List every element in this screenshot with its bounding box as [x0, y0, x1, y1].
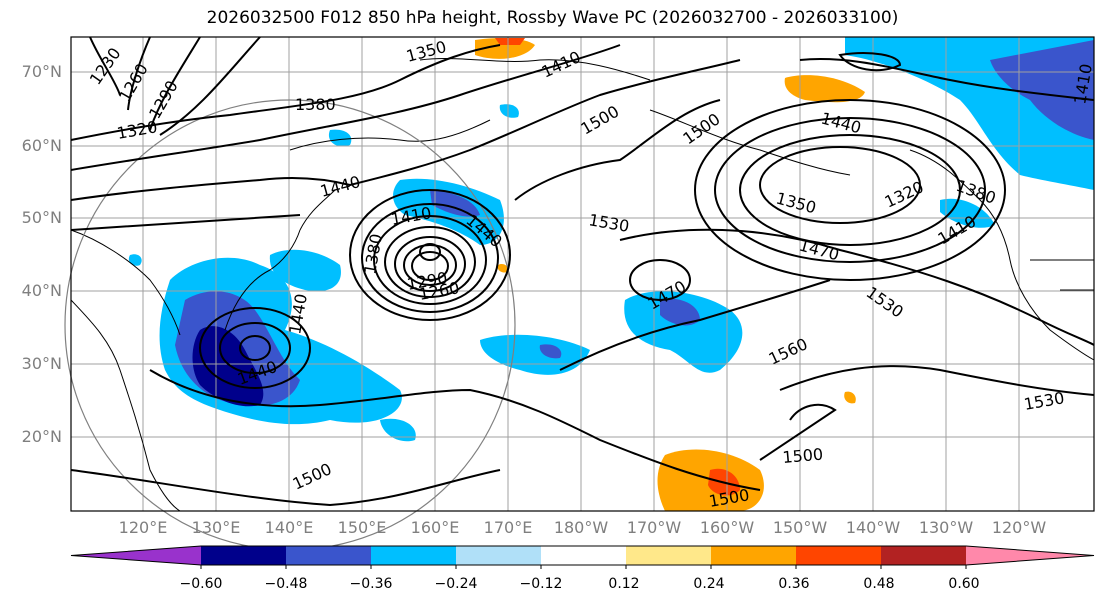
colorbar-bin — [626, 546, 711, 565]
colorbar-bin — [286, 546, 371, 565]
contour-label: 1380 — [295, 95, 336, 114]
lon-label: 170°E — [483, 518, 533, 537]
lon-label: 160°W — [699, 518, 755, 537]
lat-label: 50°N — [21, 208, 62, 227]
colorbar-tick-label: 0.60 — [948, 576, 980, 592]
colorbar-bin — [456, 546, 541, 565]
colorbar-bin — [541, 546, 626, 565]
colorbar-tick-label: −0.36 — [349, 576, 393, 592]
lon-label: 140°W — [845, 518, 901, 537]
pc-shading — [128, 37, 1094, 511]
colorbar-tick-label: −0.12 — [519, 576, 563, 592]
contour-label: 1500 — [782, 445, 824, 467]
colorbar-bin — [796, 546, 881, 565]
height-contours — [70, 36, 1095, 507]
colorbar-extension-high — [966, 546, 1094, 565]
lon-label: 170°W — [626, 518, 682, 537]
lat-label: 30°N — [21, 354, 62, 373]
map-frame — [70, 36, 1095, 512]
graticule — [71, 37, 1094, 511]
lon-label: 150°W — [772, 518, 828, 537]
colorbar-bin — [711, 546, 796, 565]
lon-label: 130°E — [191, 518, 241, 537]
colorbar-tick-label: 0.12 — [608, 576, 640, 592]
colorbar-tick-label: −0.24 — [434, 576, 478, 592]
colorbar-bin — [201, 546, 286, 565]
lon-label: 150°E — [337, 518, 387, 537]
lat-label: 20°N — [21, 427, 62, 446]
colorbar-tick-label: −0.48 — [264, 576, 308, 592]
lon-label: 130°W — [918, 518, 974, 537]
lon-label: 120°W — [991, 518, 1047, 537]
colorbar-bin — [881, 546, 966, 565]
lon-label: 160°E — [410, 518, 460, 537]
colorbar-tick-label: 0.24 — [693, 576, 725, 592]
lat-label: 70°N — [21, 62, 62, 81]
lat-label: 60°N — [21, 136, 62, 155]
lon-label: 120°E — [118, 518, 168, 537]
colorbar-extension-low — [71, 546, 201, 565]
lat-label: 40°N — [21, 281, 62, 300]
colorbar-bin — [371, 546, 456, 565]
colorbar-tick-label: −0.60 — [179, 576, 223, 592]
colorbar — [70, 545, 1095, 569]
lon-label: 140°E — [264, 518, 314, 537]
chart-title: 2026032500 F012 850 hPa height, Rossby W… — [206, 8, 899, 28]
colorbar-tick-label: 0.36 — [778, 576, 810, 592]
lon-label: 180°W — [553, 518, 609, 537]
colorbar-tick-label: 0.48 — [863, 576, 895, 592]
